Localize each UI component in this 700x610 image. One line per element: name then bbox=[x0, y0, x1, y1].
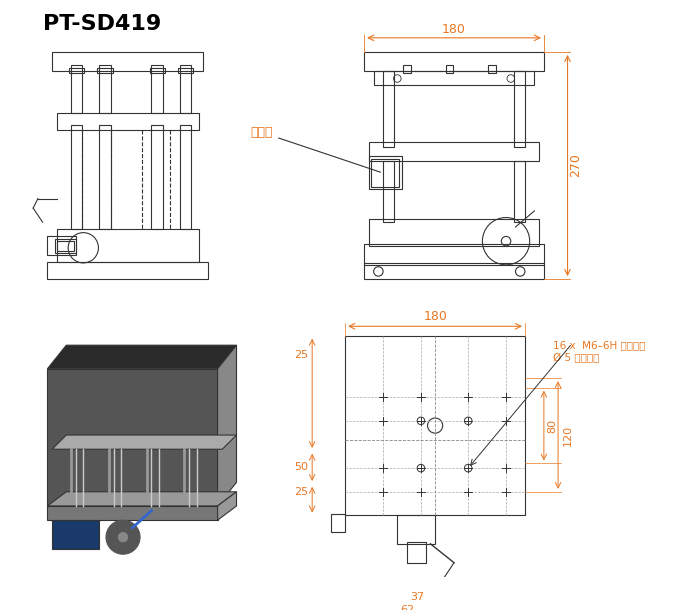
Polygon shape bbox=[52, 435, 237, 449]
Text: 180: 180 bbox=[424, 310, 447, 323]
Bar bbox=[445, 65, 453, 73]
Polygon shape bbox=[48, 369, 218, 506]
Bar bbox=[97, 68, 113, 73]
Bar bbox=[383, 161, 394, 222]
Text: 37: 37 bbox=[410, 592, 424, 602]
Bar bbox=[383, 71, 394, 146]
Bar bbox=[48, 262, 208, 279]
Text: 120: 120 bbox=[563, 425, 573, 445]
Bar bbox=[371, 159, 399, 187]
Bar bbox=[374, 71, 534, 85]
Bar bbox=[99, 65, 111, 112]
Bar bbox=[99, 125, 111, 229]
Bar bbox=[403, 65, 410, 73]
Bar bbox=[180, 65, 191, 112]
Bar bbox=[488, 65, 496, 73]
Circle shape bbox=[106, 520, 140, 554]
Bar bbox=[57, 112, 199, 129]
Polygon shape bbox=[48, 345, 237, 369]
Bar bbox=[55, 239, 76, 253]
Bar bbox=[514, 161, 525, 222]
Text: Ø 5 完全贯穿: Ø 5 完全贯穿 bbox=[553, 353, 600, 363]
Bar bbox=[407, 542, 426, 562]
Bar bbox=[48, 237, 76, 256]
Bar bbox=[369, 220, 539, 246]
Text: 25: 25 bbox=[294, 350, 309, 360]
Bar bbox=[178, 68, 193, 73]
Bar bbox=[71, 65, 83, 112]
Polygon shape bbox=[48, 492, 237, 506]
Bar bbox=[514, 71, 525, 146]
Polygon shape bbox=[52, 520, 99, 548]
Bar bbox=[369, 142, 539, 161]
Bar bbox=[71, 125, 83, 229]
Text: 62: 62 bbox=[400, 605, 415, 610]
Bar bbox=[151, 65, 162, 112]
Bar bbox=[364, 263, 544, 279]
Bar bbox=[345, 336, 525, 515]
Bar bbox=[69, 68, 84, 73]
Bar bbox=[52, 52, 204, 71]
Text: 270: 270 bbox=[569, 154, 582, 178]
Text: 数显尺: 数显尺 bbox=[251, 126, 381, 172]
Text: 50: 50 bbox=[295, 462, 309, 472]
Circle shape bbox=[118, 533, 128, 542]
Bar bbox=[398, 515, 435, 544]
Bar bbox=[150, 68, 164, 73]
Text: 80: 80 bbox=[547, 418, 558, 432]
Polygon shape bbox=[48, 506, 218, 520]
Text: 180: 180 bbox=[442, 23, 466, 36]
Bar bbox=[151, 125, 162, 229]
Polygon shape bbox=[218, 345, 237, 506]
Text: 25: 25 bbox=[294, 487, 309, 497]
Bar bbox=[57, 229, 199, 262]
Bar bbox=[369, 156, 402, 189]
Text: 16 x  M6–6H 完全贯穿: 16 x M6–6H 完全贯穿 bbox=[553, 340, 646, 351]
Bar bbox=[331, 514, 345, 533]
Text: PT-SD419: PT-SD419 bbox=[43, 14, 161, 34]
Bar bbox=[57, 241, 74, 251]
Bar bbox=[364, 52, 544, 71]
Bar bbox=[364, 244, 544, 265]
Bar bbox=[180, 125, 191, 229]
Polygon shape bbox=[218, 492, 237, 520]
